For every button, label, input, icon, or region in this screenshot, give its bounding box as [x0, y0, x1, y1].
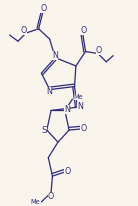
Text: O: O	[80, 26, 86, 35]
Text: S: S	[41, 125, 47, 135]
Text: O: O	[40, 4, 47, 13]
Text: N: N	[52, 51, 58, 60]
Text: Me: Me	[30, 199, 40, 205]
Text: O: O	[95, 46, 102, 55]
Text: O: O	[48, 192, 54, 201]
Text: O: O	[21, 26, 27, 35]
Text: Me: Me	[74, 94, 83, 100]
Text: N: N	[77, 102, 83, 111]
Text: O: O	[80, 124, 86, 133]
Text: N: N	[64, 105, 70, 114]
Text: O: O	[64, 167, 71, 176]
Text: N: N	[46, 87, 52, 96]
